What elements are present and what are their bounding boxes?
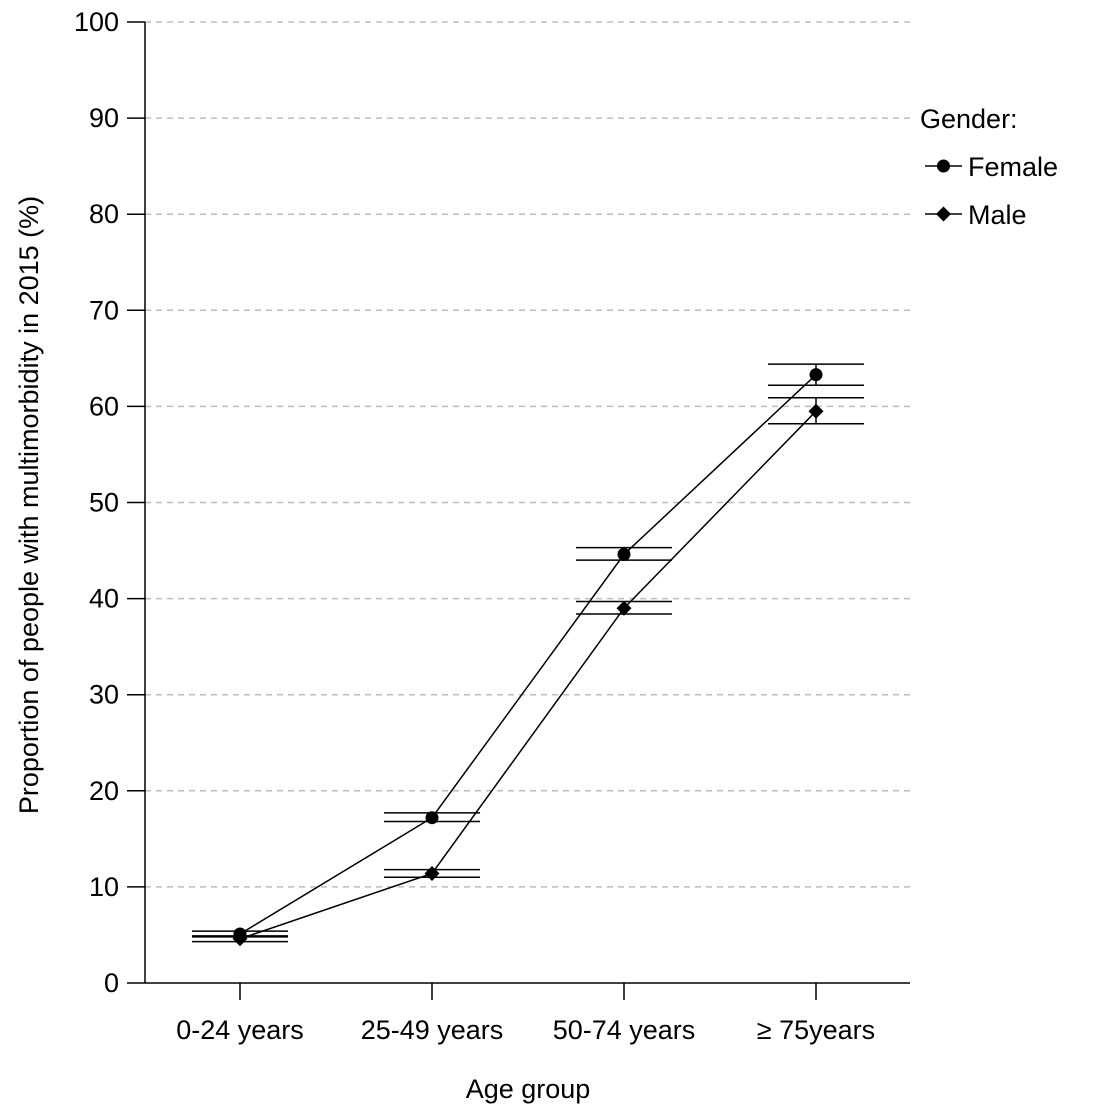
data-point-female [425, 811, 439, 825]
y-tick-label: 10 [89, 872, 119, 902]
data-point-male [616, 600, 632, 616]
x-axis-title: Age group [466, 1074, 591, 1104]
legend: Gender: Female Male [920, 104, 1058, 230]
series-line-male [239, 410, 817, 940]
x-tick-label: ≥ 75years [757, 1015, 875, 1045]
y-tick-label: 30 [89, 680, 119, 710]
y-tick-label: 90 [89, 103, 119, 133]
y-tick-label: 20 [89, 776, 119, 806]
y-tick-label: 80 [89, 199, 119, 229]
x-tick-label: 0-24 years [176, 1015, 304, 1045]
legend-label-male: Male [968, 200, 1027, 230]
series-layer [192, 363, 864, 947]
gridlines [145, 21, 910, 888]
legend-marker-female [937, 159, 950, 173]
legend-label-female: Female [968, 152, 1058, 182]
y-axis-title: Proportion of people with multimorbidity… [14, 196, 44, 814]
tick-labels: 0 10 20 30 40 50 60 70 80 90 100 0-24 years 25-49 ye… [74, 7, 875, 1045]
series-female [192, 363, 864, 941]
y-tick-label: 0 [104, 968, 119, 998]
data-point-female [809, 368, 823, 382]
legend-title: Gender: [920, 104, 1018, 134]
y-tick-label: 70 [89, 295, 119, 325]
data-point-female [617, 547, 631, 561]
y-tick-label: 50 [89, 488, 119, 518]
series-line-female [239, 374, 817, 935]
data-point-male [808, 403, 824, 419]
y-tick-label: 100 [74, 7, 119, 37]
y-tick-label: 60 [89, 391, 119, 421]
x-tick-label: 50-74 years [553, 1015, 696, 1045]
legend-marker-male [936, 206, 951, 222]
y-tick-label: 40 [89, 584, 119, 614]
axes [127, 21, 910, 1000]
series-male [192, 397, 864, 947]
data-point-male [424, 865, 440, 881]
x-tick-label: 25-49 years [361, 1015, 504, 1045]
data-point-male [232, 931, 248, 947]
